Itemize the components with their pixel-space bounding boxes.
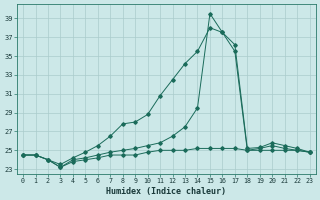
X-axis label: Humidex (Indice chaleur): Humidex (Indice chaleur) (106, 187, 226, 196)
